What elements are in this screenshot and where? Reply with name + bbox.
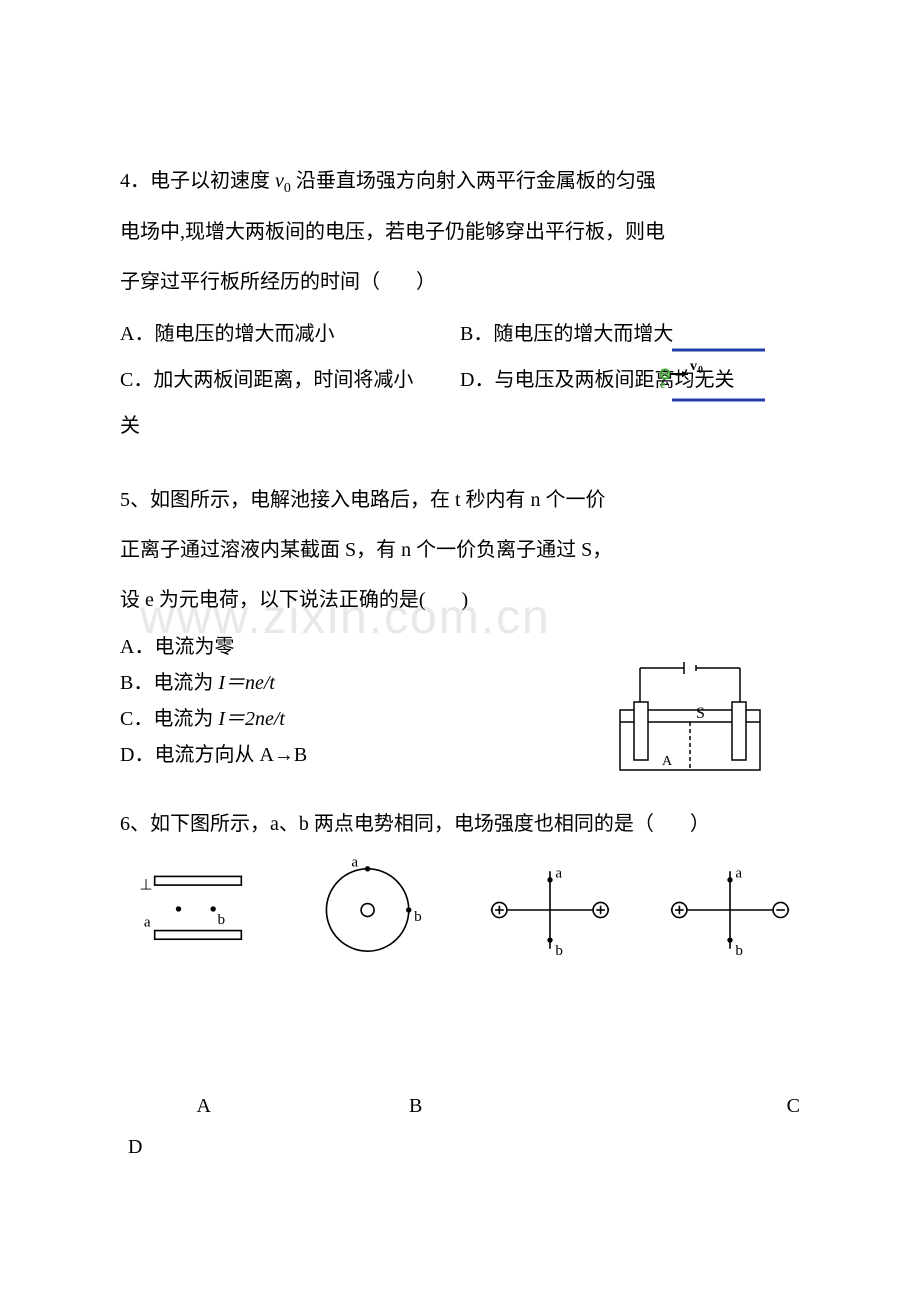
- q4-stem-3: 子穿过平行板所经历的时间（）: [120, 261, 800, 303]
- svg-text:b: b: [217, 911, 225, 928]
- svg-text:a: a: [143, 914, 150, 931]
- svg-text:0: 0: [698, 365, 703, 376]
- q5-stem-1: 5、如图所示，电解池接入电路后，在 t 秒内有 n 个一价: [120, 479, 800, 521]
- q6-labelC: C: [544, 1095, 800, 1118]
- q6-figA: ⊥ a b: [130, 855, 265, 965]
- svg-text:b: b: [414, 908, 422, 925]
- svg-text:A: A: [662, 754, 673, 769]
- q4-optC: C．加大两板间距离，时间将减小: [120, 357, 460, 403]
- svg-text:e: e: [660, 377, 666, 391]
- q5-stem-2: 正离子通过溶液内某截面 S，有 n 个一价负离子通过 S，: [120, 529, 800, 571]
- q6-figD: a b: [660, 855, 800, 965]
- page-content: v 0 e 4．电子以初速度 v0 沿垂直场强方向射入两平行金属板的匀强 电场中…: [120, 160, 800, 1159]
- svg-text:⊥: ⊥: [139, 877, 152, 894]
- q6-figB: a b: [305, 855, 440, 965]
- q4-figure: v 0 e: [660, 340, 770, 410]
- q6-labelB: B: [288, 1095, 544, 1118]
- q6-labels: A B C: [120, 1095, 800, 1118]
- svg-text:b: b: [555, 944, 563, 960]
- q6-labelD: D: [120, 1136, 800, 1159]
- q4-stem-1: 4．电子以初速度 v0 沿垂直场强方向射入两平行金属板的匀强: [120, 160, 800, 203]
- q6-labelA: A: [120, 1095, 288, 1118]
- svg-text:b: b: [735, 944, 743, 960]
- svg-text:a: a: [555, 866, 562, 882]
- q6-figC: a b: [480, 855, 620, 965]
- svg-text:a: a: [351, 855, 358, 871]
- q4-optA: A．随电压的增大而减小: [120, 311, 460, 357]
- q4-stem-2: 电场中,现增大两板间的电压，若电子仍能够穿出平行板，则电: [120, 211, 800, 253]
- q6-figures: ⊥ a b a b: [130, 855, 800, 965]
- q5-figure: S A: [610, 660, 770, 780]
- q5-stem-3: 设 e 为元电荷，以下说法正确的是(): [120, 579, 800, 621]
- svg-text:v: v: [690, 359, 697, 374]
- svg-text:a: a: [735, 866, 742, 882]
- q6-stem: 6、如下图所示，a、b 两点电势相同，电场强度也相同的是（）: [120, 803, 800, 845]
- svg-text:S: S: [696, 705, 705, 722]
- q4-opt-tail: 关: [120, 403, 800, 449]
